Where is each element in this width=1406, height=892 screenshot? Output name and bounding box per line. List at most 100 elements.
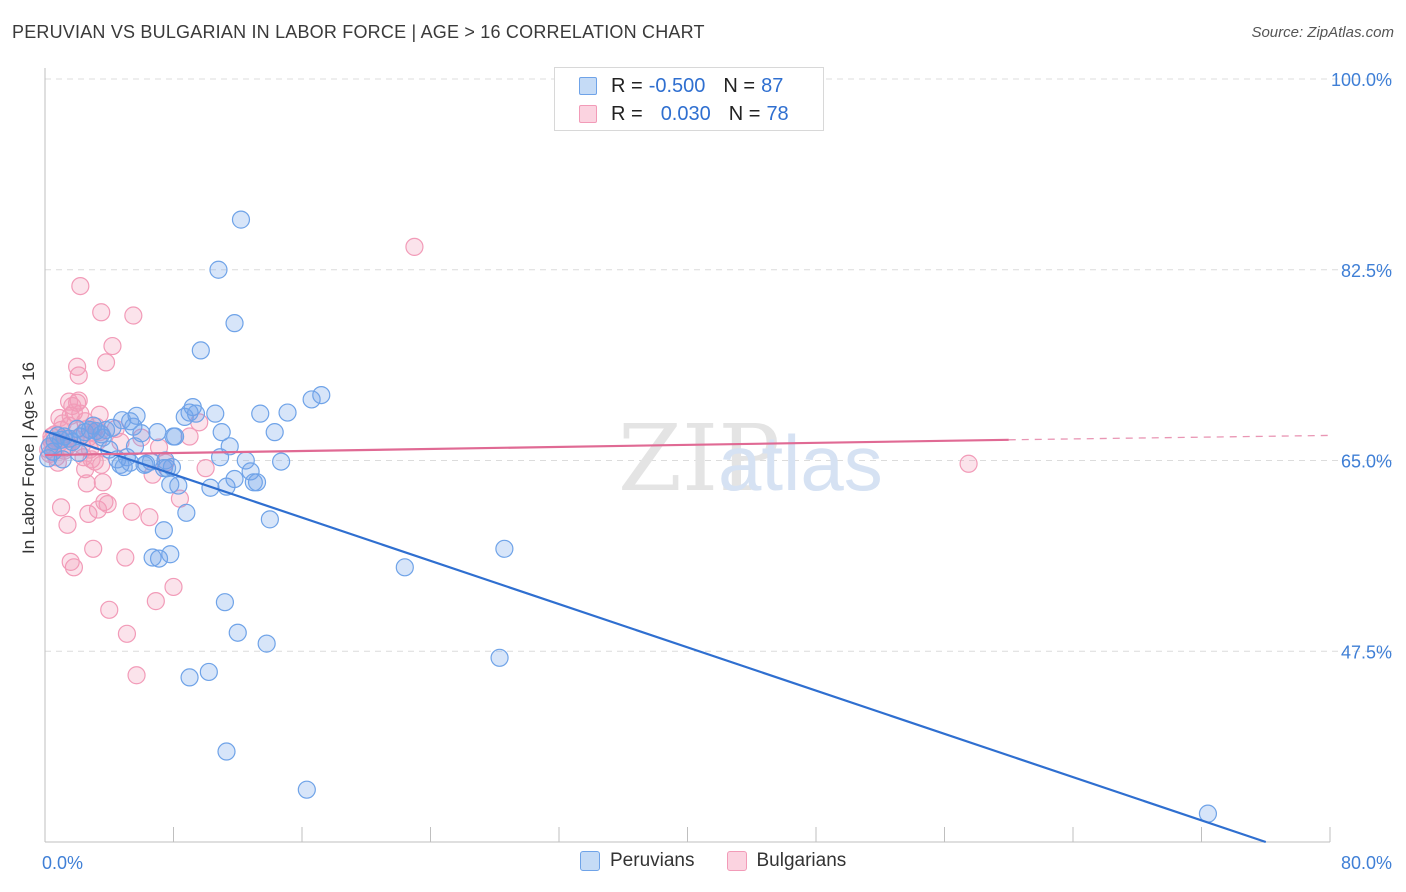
- peruvian-points: [39, 210, 1218, 823]
- bulgarian-point: [146, 592, 165, 611]
- peruvian-point: [228, 623, 247, 642]
- bulgarian-point: [127, 666, 146, 685]
- bulgarian-point: [59, 392, 79, 411]
- legend-r-value: 0.030: [660, 102, 711, 125]
- peruvian-point: [265, 423, 284, 442]
- bulgarian-point: [93, 473, 112, 492]
- peruvian-point: [166, 427, 185, 446]
- peruvian-point: [169, 476, 188, 495]
- bulgarian-point: [122, 502, 141, 521]
- peruvian-point: [312, 386, 331, 405]
- grid-lines: [45, 78, 1392, 652]
- peruvian-point: [251, 404, 270, 423]
- bulgarian-point: [92, 303, 111, 322]
- peruvian-point: [217, 742, 236, 761]
- bulgarian-point: [98, 495, 117, 514]
- peruvian-point: [112, 411, 132, 430]
- peruvian-point: [495, 539, 514, 558]
- peruvian-point: [278, 403, 297, 422]
- peruvian-point: [175, 407, 194, 426]
- legend-r-label: R =: [611, 102, 643, 125]
- peruvian-point: [93, 428, 112, 447]
- bulgarian-point: [959, 454, 978, 473]
- peruvian-point: [302, 390, 321, 409]
- bulgarian-point: [100, 600, 119, 619]
- bulgarian-point: [180, 427, 199, 446]
- bulgarian-point: [103, 336, 122, 356]
- legend-n-label: N =: [728, 102, 761, 125]
- y-tick-label: 65.0%: [1341, 452, 1392, 472]
- peruvian-point: [395, 558, 414, 577]
- bulgarian-point: [64, 558, 84, 577]
- bulgarian-point: [140, 508, 159, 527]
- bulgarian-point: [51, 498, 71, 517]
- peruvian-point: [257, 634, 276, 653]
- y-tick-label: 100.0%: [1331, 70, 1392, 90]
- peruvians-swatch: [579, 77, 597, 95]
- bulgarian-point: [95, 492, 114, 512]
- source-label: Source: ZipAtlas.com: [1251, 24, 1394, 41]
- peruvian-point: [161, 545, 180, 564]
- peruvian-trend-line: [44, 430, 1267, 844]
- bulgarian-point: [117, 624, 137, 643]
- peruvian-point: [209, 260, 228, 279]
- stats-legend: R = -0.500 N = 87 R = 0.030 N = 78: [554, 67, 824, 131]
- bulgarian-trend-extension: [1008, 434, 1331, 441]
- legend-item-peruvians[interactable]: Peruvians: [580, 850, 695, 872]
- bulgarian-point: [69, 366, 88, 385]
- bulgarian-point: [405, 237, 424, 256]
- peruvian-point: [149, 549, 169, 568]
- bulgarian-point: [196, 459, 215, 478]
- y-tick-label: 47.5%: [1341, 642, 1392, 662]
- peruvian-point: [231, 210, 251, 229]
- y-tick-label: 82.5%: [1341, 261, 1392, 281]
- peruvian-point: [191, 341, 210, 360]
- peruvian-point: [260, 510, 279, 529]
- peruvian-point: [156, 451, 175, 470]
- peruvian-point: [241, 462, 260, 481]
- bulgarian-point: [61, 552, 80, 571]
- bulgarian-point: [76, 460, 95, 479]
- tick-labels: 47.5% 65.0% 82.5% 100.0% 0.0% 80.0%: [42, 70, 1392, 873]
- peruvian-point: [148, 423, 167, 442]
- peruvian-point: [199, 662, 218, 682]
- peruvians-legend-swatch: [580, 851, 600, 871]
- watermark-zip: ZIP: [618, 405, 780, 512]
- legend-label-peruvians: Peruvians: [610, 850, 695, 871]
- peruvian-point: [143, 548, 162, 567]
- bulgarian-point: [84, 539, 103, 558]
- peruvian-point: [272, 452, 291, 471]
- peruvian-point: [225, 314, 244, 333]
- bulgarians-swatch: [579, 105, 597, 123]
- peruvian-point: [206, 404, 225, 423]
- legend-row-peruvians: R = -0.500 N = 87: [579, 73, 783, 99]
- legend-item-bulgarians[interactable]: Bulgarians: [726, 850, 847, 872]
- bulgarian-point: [58, 515, 77, 534]
- bulgarian-point: [69, 391, 88, 410]
- x-tick-label: 0.0%: [42, 853, 83, 873]
- bulgarian-point: [50, 408, 69, 428]
- legend-label-bulgarians: Bulgarians: [756, 850, 847, 871]
- bulgarian-point: [124, 306, 143, 325]
- bulgarian-point: [71, 277, 90, 296]
- bulgarian-point: [79, 504, 98, 524]
- bulgarian-point: [96, 353, 116, 372]
- peruvian-point: [125, 437, 145, 456]
- peruvian-point: [39, 449, 58, 468]
- legend-r-value: -0.500: [648, 74, 706, 97]
- chart-title: PERUVIAN VS BULGARIAN IN LABOR FORCE | A…: [12, 22, 705, 42]
- bulgarian-point: [164, 577, 183, 597]
- bulgarian-trend-line: [44, 438, 1009, 457]
- peruvian-point: [154, 521, 173, 540]
- bulgarians-legend-swatch: [726, 851, 747, 871]
- series-legend: Peruvians Bulgarians: [580, 850, 878, 872]
- bulgarian-point: [92, 455, 111, 474]
- peruvian-point: [490, 648, 509, 667]
- trend-lines: [44, 430, 1331, 844]
- x-tick-label: 80.0%: [1341, 853, 1392, 873]
- peruvian-point: [186, 404, 206, 423]
- peruvian-point: [215, 593, 234, 612]
- bulgarian-point: [77, 474, 96, 493]
- legend-r-label: R =: [611, 74, 643, 97]
